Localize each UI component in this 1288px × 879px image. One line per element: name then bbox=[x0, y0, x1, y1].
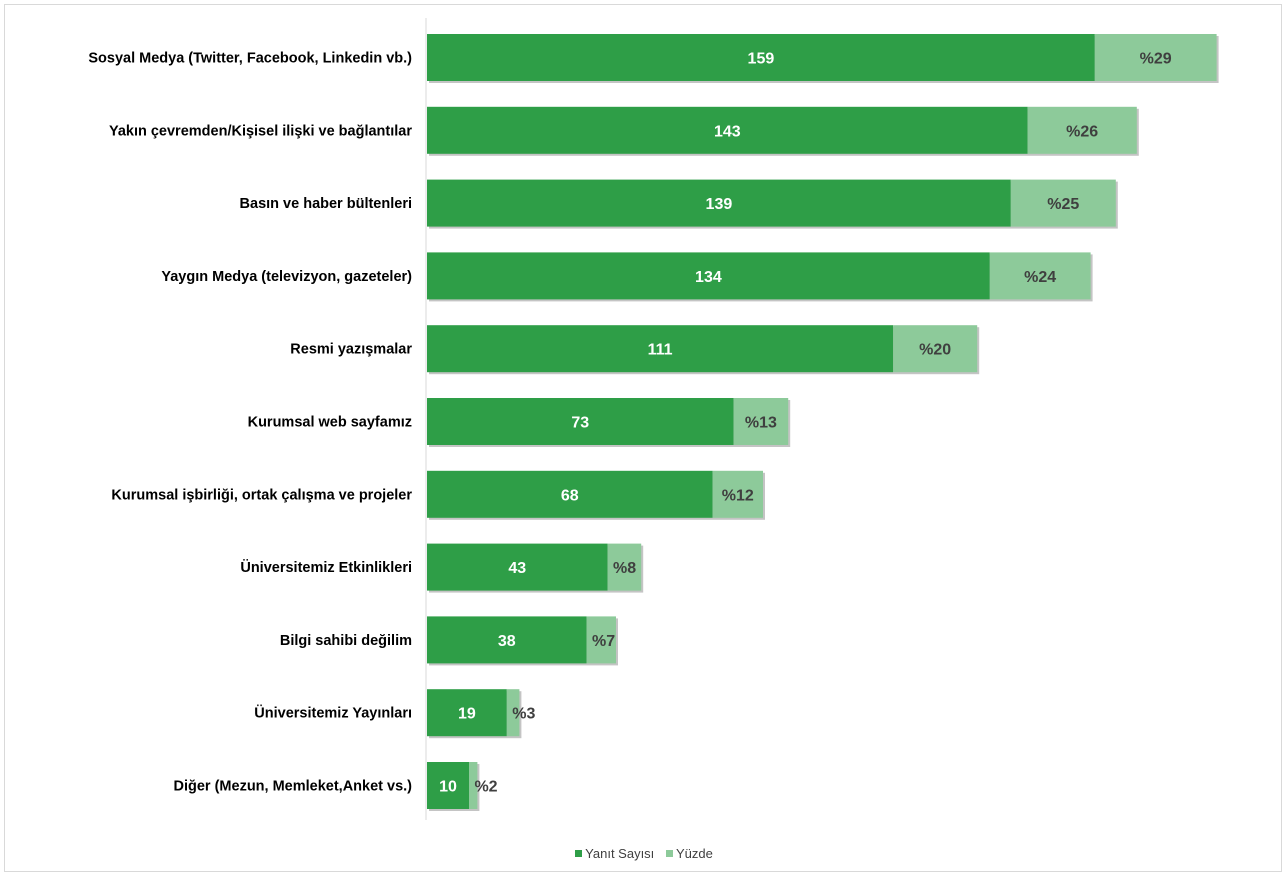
bar-count bbox=[427, 325, 894, 373]
legend-swatch-percent bbox=[665, 850, 673, 857]
value-label-percent: %26 bbox=[1066, 123, 1098, 140]
category-label: Resmi yazışmalar bbox=[290, 342, 412, 358]
value-label-percent: %20 bbox=[919, 342, 951, 359]
value-label-count: 19 bbox=[458, 706, 476, 723]
value-label-percent: %3 bbox=[512, 706, 535, 723]
value-label-count: 73 bbox=[571, 415, 589, 432]
value-label-count: 10 bbox=[439, 779, 457, 796]
category-label: Yaygın Medya (televizyon, gazeteler) bbox=[161, 269, 412, 285]
value-label-count: 68 bbox=[561, 487, 579, 504]
category-label: Üniversitemiz Etkinlikleri bbox=[240, 559, 412, 576]
value-label-count: 139 bbox=[706, 196, 733, 213]
legend-item-percent: Yüzde bbox=[665, 846, 713, 861]
value-label-count: 111 bbox=[648, 342, 673, 359]
bar-percent bbox=[893, 325, 978, 373]
legend: Yanıt Sayısı Yüzde bbox=[0, 846, 1288, 861]
category-label: Diğer (Mezun, Memleket,Anket vs.) bbox=[174, 779, 413, 795]
category-label: Sosyal Medya (Twitter, Facebook, Linkedi… bbox=[88, 51, 412, 67]
value-label-percent: %8 bbox=[613, 560, 636, 577]
bar-count bbox=[427, 179, 1011, 227]
bars-layer bbox=[427, 34, 1219, 811]
category-label: Bilgi sahibi değilim bbox=[280, 633, 412, 649]
value-label-percent: %24 bbox=[1024, 269, 1056, 286]
bar-percent bbox=[1094, 34, 1217, 81]
bar-percent bbox=[989, 252, 1091, 300]
bar-count bbox=[427, 34, 1095, 81]
bar-percent bbox=[506, 689, 520, 737]
value-label-percent: %29 bbox=[1140, 51, 1172, 68]
value-label-count: 38 bbox=[498, 633, 516, 650]
labels-layer: Sosyal Medya (Twitter, Facebook, Linkedi… bbox=[88, 51, 1171, 796]
bar-count bbox=[427, 398, 734, 445]
legend-label-count: Yanıt Sayısı bbox=[585, 846, 655, 861]
bar-count bbox=[427, 616, 587, 664]
legend-label-percent: Yüzde bbox=[675, 846, 713, 861]
value-label-count: 134 bbox=[695, 269, 722, 286]
bar-count bbox=[427, 106, 1028, 154]
bar-percent bbox=[1010, 179, 1116, 227]
category-label: Basın ve haber bültenleri bbox=[240, 196, 412, 212]
value-label-percent: %13 bbox=[745, 415, 777, 432]
value-label-percent: %12 bbox=[722, 487, 754, 504]
bar-chart: Sosyal Medya (Twitter, Facebook, Linkedi… bbox=[88, 18, 1219, 820]
value-label-count: 159 bbox=[748, 51, 775, 68]
bar-percent bbox=[469, 762, 478, 809]
bar-count bbox=[427, 762, 469, 809]
bar-count bbox=[427, 470, 713, 518]
bar-percent bbox=[607, 543, 642, 591]
value-label-count: 43 bbox=[508, 560, 526, 577]
value-label-percent: %25 bbox=[1047, 196, 1079, 213]
bar-count bbox=[427, 543, 608, 591]
category-label: Kurumsal işbirliği, ortak çalışma ve pro… bbox=[111, 487, 412, 503]
bar-percent bbox=[712, 470, 763, 518]
category-label: Kurumsal web sayfamız bbox=[248, 415, 412, 431]
legend-swatch-count bbox=[575, 850, 583, 857]
value-label-count: 143 bbox=[714, 123, 741, 140]
bar-percent bbox=[1027, 106, 1137, 154]
value-label-percent: %7 bbox=[592, 633, 615, 650]
bar-percent bbox=[586, 616, 616, 664]
bar-count bbox=[427, 252, 990, 300]
bar-percent bbox=[733, 398, 789, 445]
category-label: Üniversitemiz Yayınları bbox=[254, 705, 412, 722]
legend-item-count: Yanıt Sayısı bbox=[575, 846, 654, 861]
value-label-percent: %2 bbox=[474, 779, 497, 796]
bar-count bbox=[427, 689, 507, 737]
category-label: Yakın çevremden/Kişisel ilişki ve bağlan… bbox=[109, 123, 412, 139]
